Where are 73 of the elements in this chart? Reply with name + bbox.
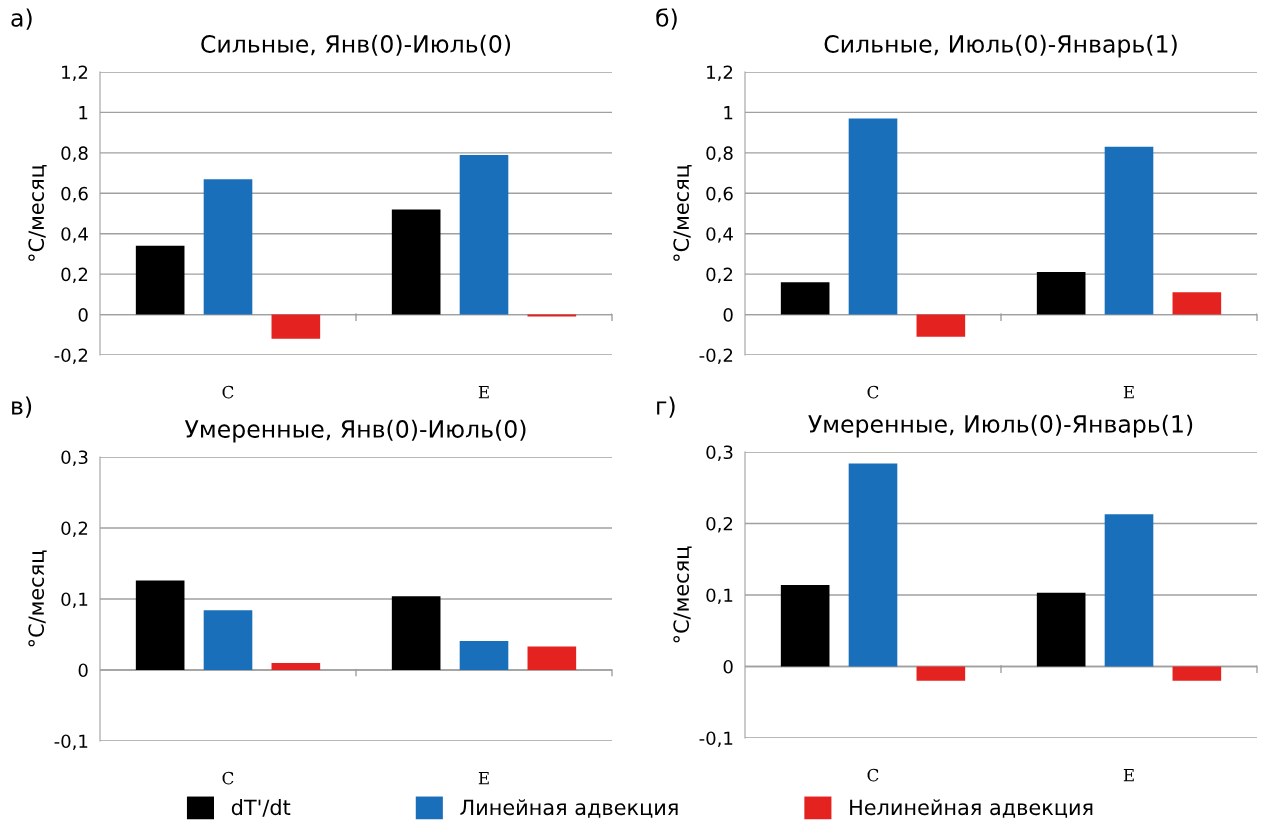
x-tick-label: C bbox=[222, 385, 234, 399]
y-tick-label: 0,8 bbox=[61, 146, 88, 162]
x-tick-label: C bbox=[867, 385, 879, 399]
y-tick-label: 0,4 bbox=[706, 227, 733, 243]
y-tick-label: 0,3 bbox=[61, 450, 88, 466]
bar bbox=[391, 209, 441, 315]
bar bbox=[1036, 592, 1086, 667]
y-tick-label: 1 bbox=[724, 106, 733, 120]
y-tick-label: 0,2 bbox=[61, 521, 88, 537]
bar bbox=[1172, 292, 1222, 315]
x-tick-label: C bbox=[867, 768, 879, 782]
x-tick-label: E bbox=[478, 386, 489, 399]
y-tick-label: 0 bbox=[78, 663, 88, 678]
bar bbox=[391, 596, 441, 670]
chart-title: Умеренные, Янв(0)-Июль(0) bbox=[184, 419, 526, 443]
y-tick-label: 0,2 bbox=[61, 267, 88, 284]
chart-title: Сильные, Июль(0)-Январь(1) bbox=[824, 34, 1177, 58]
y-tick-label: 0 bbox=[78, 308, 88, 322]
bar bbox=[780, 282, 830, 315]
text: г) bbox=[657, 396, 675, 418]
x-tick-label: E bbox=[1123, 769, 1134, 782]
y-tick-label: 0,1 bbox=[61, 592, 88, 608]
y-tick-label: 0 bbox=[723, 308, 733, 322]
bar bbox=[916, 666, 966, 681]
bar bbox=[527, 314, 577, 317]
y-tick-label: 0,8 bbox=[706, 146, 733, 162]
y-tick-label: -0,2 bbox=[54, 348, 88, 364]
text: б) bbox=[656, 8, 677, 30]
y-tick-label: -0,2 bbox=[699, 348, 733, 364]
bar bbox=[1036, 272, 1086, 315]
x-tick-label: E bbox=[1123, 386, 1134, 399]
bar bbox=[203, 179, 253, 315]
y-tick-label: 0,1 bbox=[706, 588, 733, 604]
bar bbox=[271, 662, 321, 670]
y-tick-label: -0,1 bbox=[699, 731, 733, 747]
bar bbox=[135, 580, 185, 670]
y-axis-title: °C/месяц bbox=[673, 165, 692, 261]
bar bbox=[135, 245, 185, 315]
legend-label: Нелинейная адвекция bbox=[850, 799, 1093, 818]
text: а) bbox=[11, 8, 32, 30]
y-tick-label: 1 bbox=[79, 106, 88, 120]
bar bbox=[916, 314, 966, 337]
y-tick-label: 1,2 bbox=[62, 65, 88, 81]
y-axis-title: °C/месяц bbox=[28, 165, 47, 261]
y-tick-label: 0 bbox=[723, 659, 733, 674]
y-tick-label: 1,2 bbox=[707, 65, 733, 81]
y-axis-title: °C/месяц bbox=[673, 546, 692, 643]
bar bbox=[527, 646, 577, 670]
bar bbox=[848, 463, 898, 667]
bar bbox=[203, 610, 253, 670]
chart-title: Умеренные, Июль(0)-Январь(1) bbox=[808, 414, 1193, 438]
chart-title: Сильные, Янв(0)-Июль(0) bbox=[201, 34, 511, 56]
y-axis-title: °C/месяц bbox=[28, 550, 47, 647]
legend-label: dT'/dt bbox=[231, 799, 291, 817]
bar bbox=[1104, 514, 1154, 667]
x-tick-label: E bbox=[478, 772, 489, 785]
y-tick-label: 0,6 bbox=[61, 186, 88, 203]
legend-label: Линейная адвекция bbox=[460, 799, 678, 818]
y-tick-label: 0,2 bbox=[706, 516, 733, 533]
bar bbox=[459, 154, 509, 315]
y-tick-label: -0,1 bbox=[54, 734, 88, 750]
bar bbox=[459, 640, 509, 670]
bar bbox=[848, 118, 898, 315]
text: в) bbox=[12, 396, 32, 418]
bar bbox=[1172, 666, 1222, 681]
y-tick-label: 0,3 bbox=[706, 445, 733, 461]
y-tick-label: 0,4 bbox=[61, 227, 88, 243]
bar bbox=[1104, 146, 1154, 315]
y-tick-label: 0,2 bbox=[706, 267, 733, 284]
bar bbox=[780, 584, 830, 667]
bar bbox=[271, 314, 321, 339]
y-tick-label: 0,6 bbox=[706, 186, 733, 203]
x-tick-label: C bbox=[222, 771, 234, 785]
